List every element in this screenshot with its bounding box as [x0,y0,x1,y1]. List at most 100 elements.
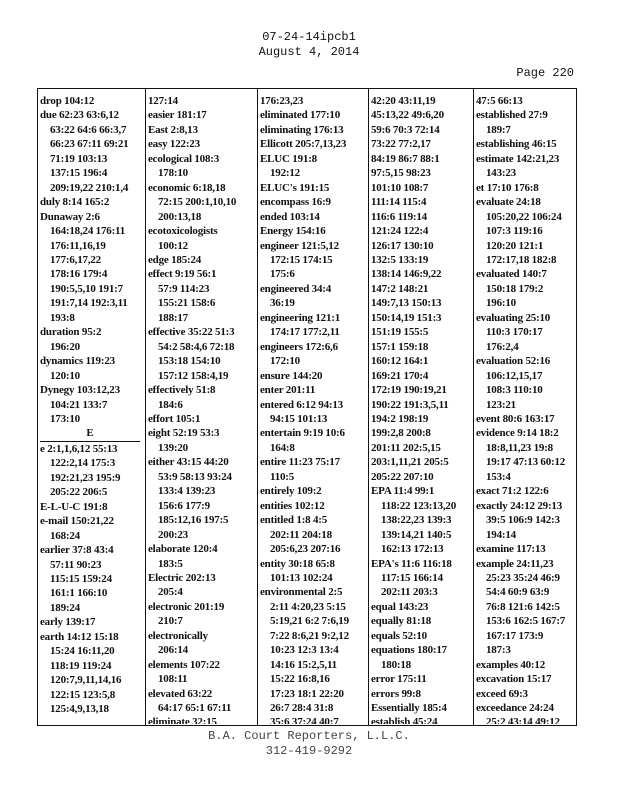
index-subline: 10:23 12:3 13:4 [270,644,339,657]
file-name: 07-24-14ipcb1 [262,30,356,44]
index-subline: 14:16 15:2,5,11 [270,658,337,671]
index-subline: 120:7,9,11,14,16 [50,674,122,687]
index-subline: 153:4 [486,470,511,483]
index-subline: 178:16 179:4 [50,268,108,281]
index-subline: 192:21,23 195:9 [50,471,121,484]
index-entry: dynamics 119:23 [40,355,115,368]
index-column: 42:20 43:11,19 45:13,22 49:6,20 59:6 70:3 … [371,94,472,724]
index-subline: 110:3 170:17 [486,326,543,339]
index-entry: eliminated 177:10 [260,109,341,122]
index-entry: E-L-U-C 191:8 [40,500,108,513]
index-entry: error 175:11 [371,673,427,686]
index-entry: 172:19 190:19,21 [371,384,447,397]
index-subline: 174:17 177:2,11 [270,326,340,339]
index-entry: Dunaway 2:6 [40,210,100,223]
index-subline: 35:6 37:24 40:7 [270,716,339,724]
index-subline: 172:10 [270,355,300,368]
index-entry: establish 45:24 [371,716,438,724]
index-subline: 133:4 139:23 [158,485,216,498]
index-subline: 76:8 121:6 142:5 [486,600,560,613]
index-subline: 66:23 67:11 69:21 [50,138,129,151]
index-entry: ended 103:14 [260,210,320,223]
index-entry: enter 201:11 [260,384,316,397]
index-entry: 147:2 148:21 [371,282,429,295]
index-entry: 132:5 133:19 [371,253,429,266]
index-entry: 176:23,23 [260,95,304,107]
index-subline: 122:2,14 175:3 [50,457,116,470]
index-subline: 107:3 119:16 [486,225,543,238]
index-entry: economic 6:18,18 [148,181,226,194]
index-subline: 156:6 177:9 [158,499,210,512]
index-subline: 200:13,18 [158,210,202,223]
index-entry: effectively 51:8 [148,384,216,397]
index-entry: examine 117:13 [476,543,546,556]
index-entry: electronic 201:19 [148,600,225,613]
column-rule [257,88,258,726]
index-subline: 193:8 [50,311,75,324]
index-subline: 172:15 174:15 [270,253,333,266]
index-entry: engineer 121:5,12 [260,239,339,252]
index-entry: event 80:6 163:17 [476,412,555,425]
index-entry: eliminate 32:15 [148,716,217,724]
index-subline: 39:5 106:9 142:3 [486,514,560,527]
index-entry: 73:22 77:2,17 [371,138,431,151]
index-subline: 53:9 58:13 93:24 [158,470,232,483]
index-entry: et 17:10 176:8 [476,181,539,194]
index-entry: 121:24 122:4 [371,225,429,238]
index-entry: easy 122:23 [148,138,200,151]
index-column: 127:14 easier 181:17 East 2:8,13 easy 122:2… [148,94,256,724]
index-entry: East 2:8,13 [148,123,198,136]
index-entry: e 2:1,1,6,12 55:13 [40,442,118,455]
index-subline: 72:15 200:1,10,10 [158,196,237,209]
index-entry: due 62:23 63:6,12 [40,109,119,122]
index-entry: EPA 11:4 99:1 [371,485,435,498]
index-entry: 190:22 191:3,5,11 [371,398,449,411]
index-entry: edge 185:24 [148,253,202,266]
index-subline: 106:12,15,17 [486,369,543,382]
index-entry: 101:10 108:7 [371,181,429,194]
index-subline: 137:15 196:4 [50,167,108,180]
index-entry: 157:1 159:18 [371,340,429,353]
index-entry: evaluated 140:7 [476,268,547,281]
index-entry: Energy 154:16 [260,225,326,238]
index-subline: 202:11 204:18 [270,528,332,541]
index-entry: EPA's 11:6 116:18 [371,557,452,570]
index-entry: 150:14,19 151:3 [371,311,442,324]
index-entry: 151:19 155:5 [371,326,429,339]
index-entry: 149:7,13 150:13 [371,297,442,310]
index-entry: eliminating 176:13 [260,123,344,136]
index-subline: 139:14,21 140:5 [381,528,452,541]
index-entry: ELUC's 191:15 [260,181,330,194]
index-entry: entertain 9:19 10:6 [260,427,345,440]
index-entry: duly 8:14 165:2 [40,196,110,209]
index-subline: 2:11 4:20,23 5:15 [270,600,346,613]
index-subline: 108:11 [158,673,188,686]
index-subline: 94:15 101:13 [270,412,328,425]
index-entry: entitled 1:8 4:5 [260,514,328,527]
index-entry: entered 6:12 94:13 [260,398,343,411]
index-subline: 177:6,17,22 [50,253,101,266]
index-entry: 47:5 66:13 [476,95,523,107]
index-entry: established 27:9 [476,109,548,122]
index-subline: 54:4 60:9 63:9 [486,586,550,599]
index-entry: drop 104:12 [40,95,95,107]
index-subline: 5:19,21 6:2 7:6,19 [270,615,349,628]
index-entry: 45:13,22 49:6,20 [371,109,444,122]
index-subline: 150:18 179:2 [486,282,544,295]
index-entry: evaluating 25:10 [476,311,551,324]
index-entry: encompass 16:9 [260,196,331,209]
index-subline: 185:12,16 197:5 [158,514,229,527]
index-entry: exceed 69:3 [476,687,528,700]
index-subline: 122:15 123:5,8 [50,688,116,701]
index-subline: 63:22 64:6 66:3,7 [50,123,127,136]
index-subline: 192:12 [270,167,300,180]
index-subline: 57:11 90:23 [50,558,102,571]
index-entry: effective 35:22 51:3 [148,326,235,339]
index-entry: 127:14 [148,95,178,107]
index-entry: eight 52:19 53:3 [148,427,220,440]
index-subline: 125:4,9,13,18 [50,703,109,716]
index-subline: 176:11,16,19 [50,239,106,252]
index-subline: 188:17 [158,311,188,324]
index-entry: 203:1,11,21 205:5 [371,456,449,469]
index-subline: 187:3 [486,644,511,657]
